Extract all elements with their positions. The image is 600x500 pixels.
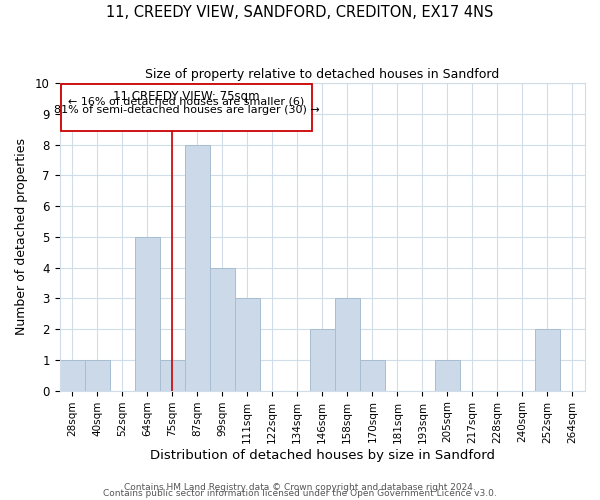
Text: 11 CREEDY VIEW: 75sqm: 11 CREEDY VIEW: 75sqm: [113, 90, 260, 103]
Text: Contains HM Land Registry data © Crown copyright and database right 2024.: Contains HM Land Registry data © Crown c…: [124, 484, 476, 492]
Bar: [310, 329, 335, 390]
Bar: [134, 237, 160, 390]
Bar: [435, 360, 460, 390]
Bar: [209, 268, 235, 390]
Bar: [185, 144, 209, 390]
Bar: [235, 298, 260, 390]
Text: ← 16% of detached houses are smaller (6): ← 16% of detached houses are smaller (6): [68, 97, 305, 107]
FancyBboxPatch shape: [61, 84, 312, 130]
Bar: [360, 360, 385, 390]
X-axis label: Distribution of detached houses by size in Sandford: Distribution of detached houses by size …: [150, 450, 495, 462]
Text: 11, CREEDY VIEW, SANDFORD, CREDITON, EX17 4NS: 11, CREEDY VIEW, SANDFORD, CREDITON, EX1…: [106, 5, 494, 20]
Bar: [85, 360, 110, 390]
Title: Size of property relative to detached houses in Sandford: Size of property relative to detached ho…: [145, 68, 499, 80]
Bar: [59, 360, 85, 390]
Text: Contains public sector information licensed under the Open Government Licence v3: Contains public sector information licen…: [103, 490, 497, 498]
Bar: [535, 329, 560, 390]
Y-axis label: Number of detached properties: Number of detached properties: [15, 138, 28, 336]
Bar: [335, 298, 360, 390]
Text: 81% of semi-detached houses are larger (30) →: 81% of semi-detached houses are larger (…: [53, 104, 319, 115]
Bar: [160, 360, 185, 390]
